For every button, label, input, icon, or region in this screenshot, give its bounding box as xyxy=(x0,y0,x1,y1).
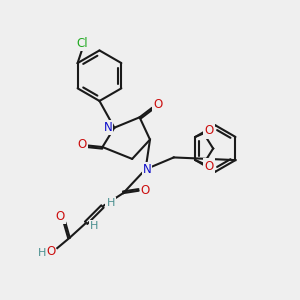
Text: N: N xyxy=(143,163,152,176)
Text: H: H xyxy=(90,221,99,231)
Text: H: H xyxy=(106,198,115,208)
Text: O: O xyxy=(204,160,214,172)
Text: Cl: Cl xyxy=(76,37,88,50)
Text: O: O xyxy=(55,210,64,224)
Text: O: O xyxy=(46,245,56,258)
Text: N: N xyxy=(103,121,112,134)
Text: O: O xyxy=(78,138,87,151)
Text: O: O xyxy=(204,124,214,137)
Text: O: O xyxy=(153,98,163,111)
Text: H: H xyxy=(38,248,46,258)
Text: O: O xyxy=(141,184,150,196)
